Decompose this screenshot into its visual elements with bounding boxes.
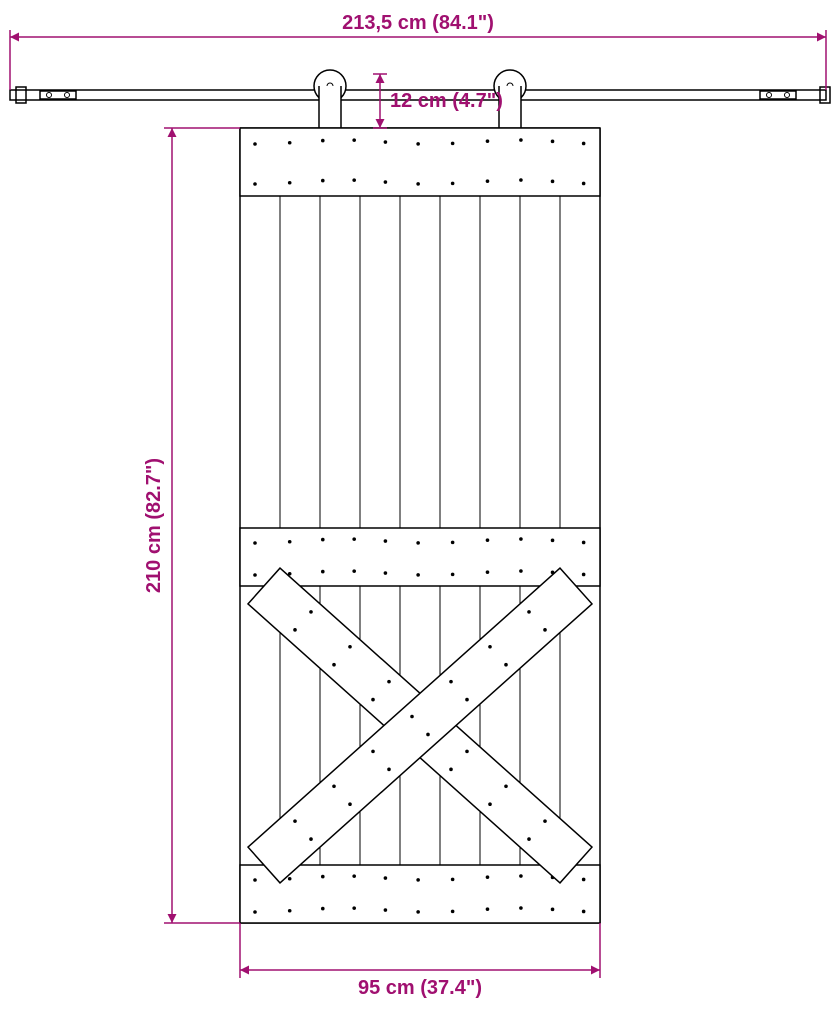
dim-label-door-height: 210 cm (82.7"): [143, 458, 165, 593]
dim-label-track-width: 213,5 cm (84.1"): [342, 12, 494, 34]
door-top-board: [240, 128, 600, 196]
track-bracket: [40, 91, 76, 99]
dim-label-door-width: 95 cm (37.4"): [358, 977, 482, 999]
door-bottom-board: [240, 865, 600, 923]
track-bracket: [760, 91, 796, 99]
dim-label-hanger-height: 12 cm (4.7"): [390, 90, 503, 112]
door-middle-board: [240, 528, 600, 586]
barn-door-diagram: 213,5 cm (84.1") 12 cm (4.7") 210 cm (82.7…: [0, 0, 836, 1020]
